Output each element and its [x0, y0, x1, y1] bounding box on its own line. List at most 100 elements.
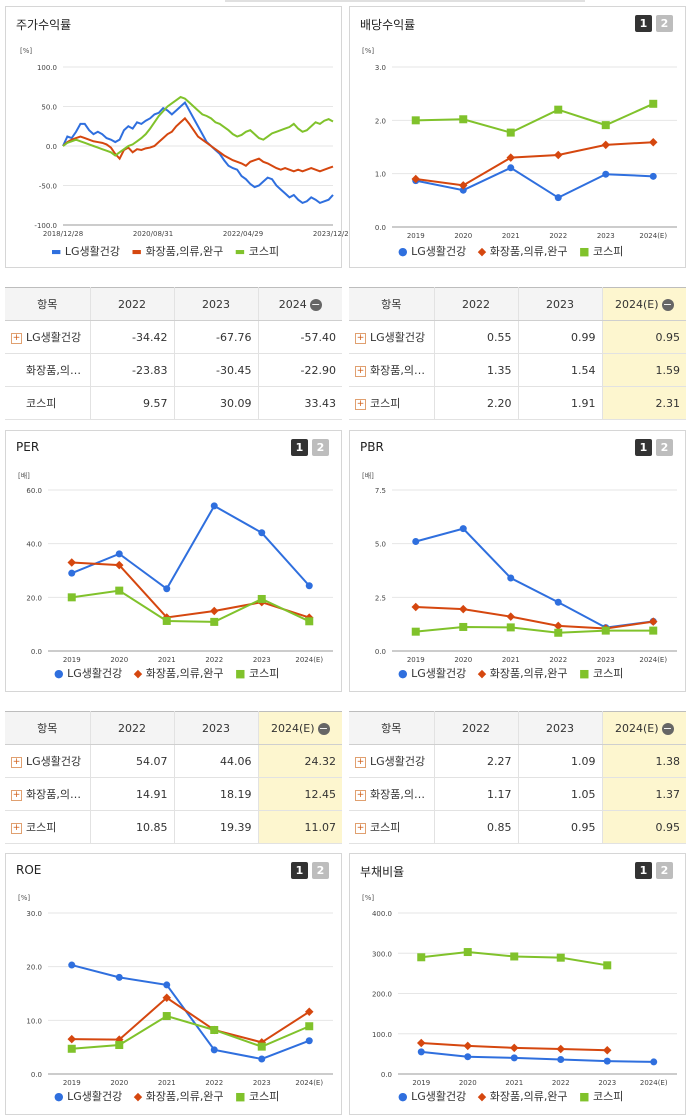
series-line: [415, 102, 654, 134]
data-point: [115, 550, 123, 558]
data-point: [601, 626, 610, 635]
page-2-button[interactable]: 2: [312, 862, 329, 879]
y-tick-label: 0.0: [31, 648, 42, 656]
col-header: 2022: [434, 711, 519, 745]
page-1-button[interactable]: 1: [635, 15, 652, 32]
pbr-chart: 7.5 5.0 2.5 0.0 2019 2020 2021 2022 2023 2024(E): [375, 487, 677, 664]
unit-label: [%]: [20, 47, 33, 55]
data-point: [115, 586, 124, 595]
dividend-yield-chart: 3.0 2.0 1.0 0.0 2019 2020 2021 2022 2023 2024(E): [375, 64, 677, 240]
x-tick-label: 2022: [205, 656, 223, 664]
col-header: 항목: [349, 711, 435, 745]
data-point: [554, 628, 563, 637]
data-point: [601, 121, 610, 130]
panel-title: 배당수익률: [360, 18, 416, 32]
data-point: [210, 617, 219, 626]
series-line: [415, 625, 654, 634]
page-1-button[interactable]: 1: [635, 862, 652, 879]
data-point: [602, 170, 610, 178]
legend-item-kospi: ■ 코스피: [579, 667, 624, 680]
per-panel: PER 1 2 [배] 60.0 40.0 20.0 0.0 2019 2020 2021 2…: [5, 430, 342, 692]
page-1-button[interactable]: 1: [291, 862, 308, 879]
data-point: [463, 1041, 472, 1051]
x-tick-label: 2019: [63, 656, 81, 664]
expand-icon[interactable]: +: [11, 332, 22, 344]
data-point: [258, 529, 266, 537]
data-point: [417, 1048, 425, 1056]
col-header: 항목: [5, 711, 91, 745]
expand-icon[interactable]: +: [11, 822, 22, 834]
y-tick-label: 20.0: [26, 594, 42, 602]
data-point: [115, 560, 124, 570]
data-point: [459, 525, 467, 533]
data-point: [459, 186, 467, 194]
col-header-2024: 2024−: [258, 287, 342, 321]
collapse-icon[interactable]: −: [661, 721, 674, 735]
expand-icon[interactable]: +: [11, 789, 22, 801]
page-2-button[interactable]: 2: [656, 15, 673, 32]
y-tick-label: 100.0: [37, 64, 57, 72]
y-tick-label: 1.0: [375, 171, 386, 179]
unit-label: [배]: [18, 472, 30, 480]
expand-icon[interactable]: +: [355, 789, 366, 801]
series-line: [415, 166, 654, 199]
y-tick-label: 400.0: [372, 910, 392, 918]
series-line: [421, 1050, 654, 1063]
expand-icon[interactable]: +: [355, 398, 366, 410]
x-tick-label: 2023/12/28: [313, 230, 353, 238]
table-row: 코스피 9.57 30.09 33.43: [5, 386, 342, 420]
data-point: [258, 1055, 266, 1063]
x-tick-label: 2019: [407, 656, 425, 664]
series-line: [71, 589, 310, 623]
data-point: [601, 140, 610, 150]
y-tick-label: 60.0: [26, 487, 42, 495]
data-point: [411, 627, 420, 636]
x-tick-label: 2023: [253, 656, 271, 664]
panel-title: PER: [16, 440, 40, 454]
data-point: [67, 1034, 76, 1044]
page-1-button[interactable]: 1: [291, 439, 308, 456]
page-2-button[interactable]: 2: [656, 439, 673, 456]
x-tick-label: 2024(E): [639, 656, 667, 664]
data-point: [67, 1044, 76, 1053]
data-point: [649, 99, 658, 108]
page-1-button[interactable]: 1: [635, 439, 652, 456]
y-tick-label: 100.0: [372, 1031, 392, 1039]
y-tick-label: 10.0: [26, 1017, 42, 1025]
collapse-icon[interactable]: −: [661, 297, 674, 311]
x-tick-label: 2021: [158, 1079, 176, 1087]
x-tick-label: 2021: [502, 656, 520, 664]
col-header: 2023: [174, 711, 259, 745]
legend-item-sector: ◆ 화장품,의류,완구: [477, 1090, 568, 1103]
x-tick-label: 2022: [549, 232, 567, 240]
x-tick-label: 2024(E): [640, 1079, 668, 1087]
y-tick-label: 300.0: [372, 950, 392, 958]
data-point: [68, 569, 76, 577]
chart-legend: ▬ LG생활건강 ▬ 화장품,의류,완구 ▬ 코스피: [51, 243, 287, 259]
col-header-2024e: 2024(E) −: [258, 711, 342, 745]
expand-icon[interactable]: +: [355, 822, 366, 834]
collapse-icon[interactable]: −: [309, 297, 322, 311]
x-tick-label: 2024(E): [295, 656, 323, 664]
expand-icon[interactable]: +: [355, 332, 366, 344]
col-header: 항목: [5, 287, 91, 321]
legend-item-lg: ▬ LG생활건강: [51, 245, 121, 258]
collapse-icon[interactable]: −: [317, 721, 330, 735]
data-point: [650, 1058, 658, 1066]
col-header: 2022: [90, 711, 175, 745]
series-line: [62, 116, 334, 173]
page-2-button[interactable]: 2: [312, 439, 329, 456]
expand-icon[interactable]: +: [355, 756, 366, 768]
data-point: [510, 952, 519, 961]
expand-icon[interactable]: +: [11, 756, 22, 768]
series-line: [415, 605, 654, 630]
x-tick-label: 2022/04/29: [223, 230, 263, 238]
top-tab-strip: [225, 0, 585, 2]
data-point: [556, 953, 565, 962]
page-2-button[interactable]: 2: [656, 862, 673, 879]
x-tick-label: 2020: [110, 656, 128, 664]
y-tick-label: -100.0: [34, 222, 57, 230]
stock-return-panel: 주가수익률 [%] 100.0 50.0 0.0 -50.0 -100.0 2018/12…: [5, 6, 353, 268]
col-header-2024e: 2024(E) −: [602, 287, 686, 321]
expand-icon[interactable]: +: [355, 365, 366, 377]
